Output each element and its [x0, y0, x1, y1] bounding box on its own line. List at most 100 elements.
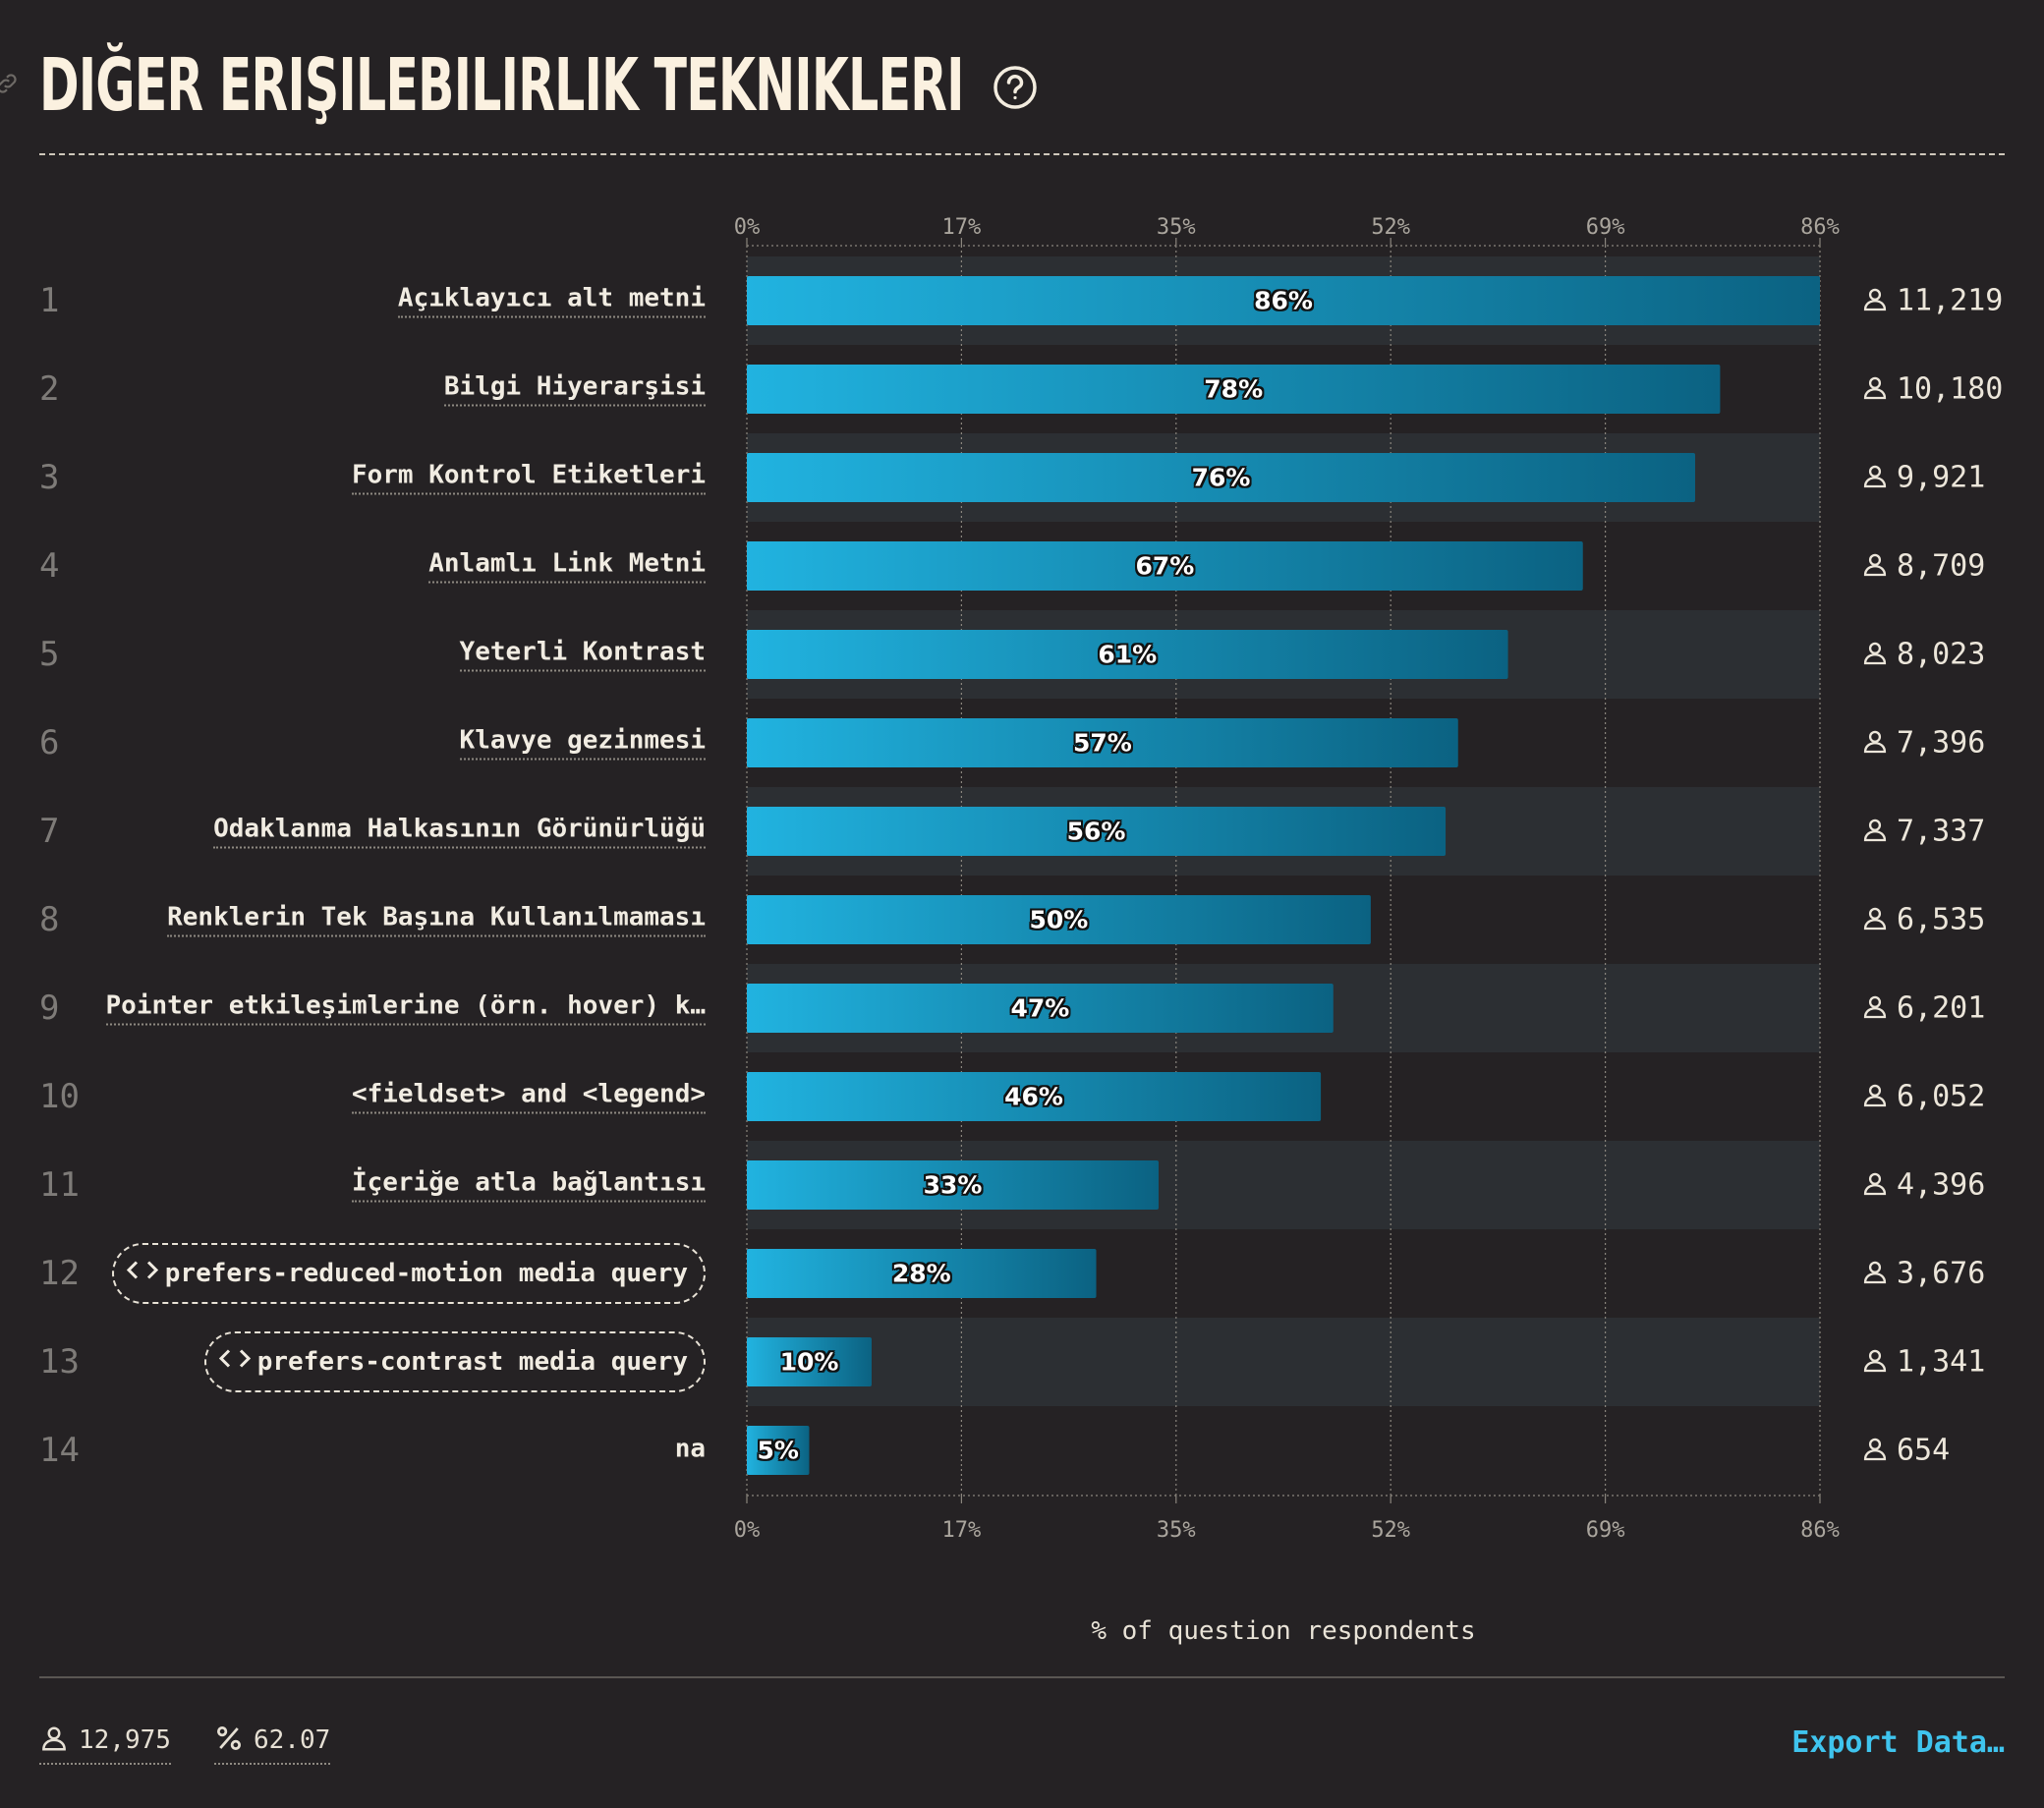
category-label[interactable]: Odaklanma Halkasının Görünürlüğü	[213, 815, 706, 849]
row-band	[747, 964, 1820, 1052]
export-data-button[interactable]: Export Data…	[1791, 1725, 2005, 1760]
code-icon	[218, 1347, 252, 1378]
title-divider	[39, 153, 2005, 155]
user-icon	[1861, 816, 1889, 847]
category-label-text: Renklerin Tek Başına Kullanılmaması	[167, 902, 706, 932]
row-band	[747, 1141, 1820, 1229]
x-axis-title: % of question respondents	[1091, 1616, 1476, 1646]
category-label[interactable]: İçeriğe atla bağlantısı	[351, 1167, 706, 1203]
category-label[interactable]: na	[675, 1435, 706, 1467]
row-rank: 14	[39, 1431, 80, 1470]
respondents-count: 12,975	[79, 1725, 171, 1755]
respondent-count: 654	[1861, 1434, 1950, 1468]
x-tick-label-bottom: 35%	[1157, 1518, 1196, 1543]
respondent-count-value: 7,337	[1897, 814, 1986, 849]
category-label[interactable]: Renklerin Tek Başına Kullanılmaması	[167, 903, 706, 937]
category-label[interactable]: Anlamlı Link Metni	[428, 549, 706, 584]
category-label[interactable]: prefers-contrast media query	[203, 1331, 706, 1392]
row-rank: 11	[39, 1165, 80, 1205]
category-label-text: İçeriğe atla bağlantısı	[351, 1167, 706, 1198]
percent-stat[interactable]: 62.07	[214, 1723, 331, 1765]
bar-value-label: 5%	[757, 1436, 799, 1465]
user-icon	[1861, 1258, 1889, 1289]
x-tick-label-top: 52%	[1371, 215, 1410, 240]
bar-value-label: 50%	[1029, 905, 1089, 934]
x-tick-label-bottom: 17%	[942, 1518, 982, 1543]
user-icon	[1861, 1081, 1889, 1112]
category-label[interactable]: Pointer etkileşimlerine (örn. hover) k…	[105, 990, 706, 1026]
bar-value-label: 47%	[1010, 993, 1070, 1023]
category-label[interactable]: Yeterli Kontrast	[459, 638, 706, 672]
x-tick-label-bottom: 52%	[1371, 1518, 1410, 1543]
category-label[interactable]: prefers-reduced-motion media query	[111, 1243, 706, 1304]
bar-value-label: 61%	[1098, 640, 1158, 669]
respondent-count: 7,337	[1861, 815, 1985, 849]
category-label[interactable]: Klavye gezinmesi	[459, 725, 706, 761]
category-label[interactable]: Açıklayıcı alt metni	[397, 283, 706, 318]
row-band	[747, 1318, 1820, 1406]
code-icon	[126, 1259, 159, 1289]
category-label-text: Anlamlı Link Metni	[428, 548, 706, 579]
category-label-text: Odaklanma Halkasının Görünürlüğü	[213, 814, 706, 844]
bar-value-label: 56%	[1066, 817, 1126, 846]
row-rank: 10	[39, 1077, 80, 1116]
help-circle-icon[interactable]	[993, 65, 1038, 114]
category-label[interactable]: Form Kontrol Etiketleri	[351, 460, 706, 495]
bar-value-label: 57%	[1072, 728, 1132, 758]
x-tick-label-bottom: 69%	[1586, 1518, 1625, 1543]
bar-value-label: 76%	[1191, 463, 1251, 492]
respondent-count-value: 6,201	[1897, 990, 1986, 1026]
respondent-count-value: 10,180	[1897, 371, 2004, 407]
x-tick-label-bottom: 0%	[734, 1518, 761, 1543]
user-icon	[1861, 462, 1889, 493]
row-rank: 13	[39, 1342, 80, 1382]
respondent-count-value: 654	[1897, 1433, 1951, 1468]
row-rank: 7	[39, 812, 60, 851]
x-tick-label-top: 35%	[1157, 215, 1196, 240]
row-rank: 8	[39, 900, 60, 939]
respondent-count-value: 6,052	[1897, 1079, 1986, 1114]
respondent-count: 6,052	[1861, 1080, 1985, 1114]
x-tick-label-top: 17%	[942, 215, 982, 240]
percent-value: 62.07	[254, 1725, 331, 1755]
row-rank: 1	[39, 281, 60, 320]
category-label[interactable]: Bilgi Hiyerarşisi	[443, 372, 706, 407]
respondent-count-value: 4,396	[1897, 1167, 1986, 1203]
row-band	[747, 433, 1820, 522]
category-label-text: na	[674, 1434, 706, 1464]
user-icon	[1861, 550, 1889, 582]
category-label-text: Pointer etkileşimlerine (örn. hover) k…	[105, 990, 706, 1021]
respondent-count-value: 7,396	[1897, 725, 1986, 761]
row-rank: 6	[39, 723, 60, 763]
respondent-count: 4,396	[1861, 1168, 1985, 1203]
row-rank: 9	[39, 989, 60, 1028]
respondents-stat[interactable]: 12,975	[39, 1723, 171, 1765]
category-label-text: Form Kontrol Etiketleri	[351, 460, 706, 490]
percent-icon	[214, 1723, 244, 1757]
category-label-text: Klavye gezinmesi	[459, 725, 706, 756]
category-label[interactable]: <fieldset> and <legend>	[351, 1080, 706, 1114]
respondent-count-value: 6,535	[1897, 902, 1986, 937]
row-rank: 12	[39, 1254, 80, 1293]
respondent-count: 8,023	[1861, 638, 1985, 672]
bar-value-label: 67%	[1135, 551, 1195, 581]
row-rank: 2	[39, 369, 60, 409]
category-label-text: Açıklayıcı alt metni	[397, 283, 706, 313]
respondent-count: 7,396	[1861, 726, 1985, 761]
user-icon	[1861, 285, 1889, 316]
x-tick-label-bottom: 86%	[1800, 1518, 1840, 1543]
user-icon	[1861, 373, 1889, 405]
row-band	[747, 610, 1820, 699]
respondent-count: 3,676	[1861, 1257, 1985, 1291]
respondent-count: 1,341	[1861, 1345, 1985, 1380]
respondent-count-value: 8,023	[1897, 637, 1986, 672]
row-band	[747, 787, 1820, 876]
user-icon	[1861, 1346, 1889, 1378]
x-tick-label-top: 86%	[1800, 215, 1840, 240]
link-icon[interactable]	[0, 71, 20, 100]
bar-value-label: 10%	[779, 1347, 839, 1377]
bar-value-label: 86%	[1254, 286, 1313, 315]
x-tick-label-top: 0%	[734, 215, 761, 240]
bar-value-label: 28%	[891, 1259, 951, 1288]
row-rank: 5	[39, 635, 60, 674]
